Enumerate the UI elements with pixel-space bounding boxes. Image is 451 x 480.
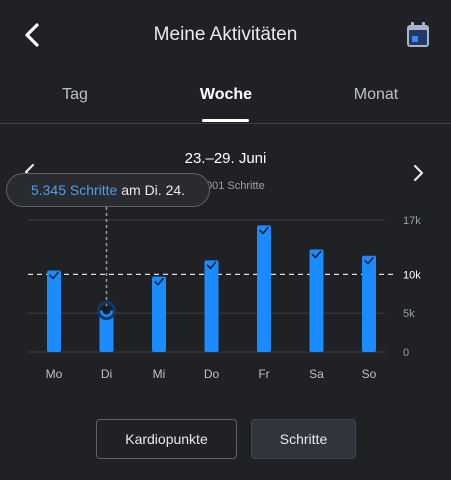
chevron-right-icon[interactable] [410, 163, 426, 183]
x-tick-label: Sa [309, 367, 324, 381]
active-tab-indicator [202, 119, 249, 122]
y-tick-label: 10k [403, 269, 421, 281]
x-tick-label: Mo [46, 367, 63, 381]
x-tick-label: So [362, 367, 377, 381]
kardiopunkte-button[interactable]: Kardiopunkte [96, 419, 237, 459]
goal-check-icon [206, 261, 217, 270]
bar-mi [152, 276, 166, 352]
week-range-title: 23.–29. Juni [184, 150, 267, 167]
x-tick-label: Do [204, 367, 220, 381]
bar-di [99, 310, 114, 352]
schritte-button[interactable]: Schritte [251, 419, 356, 459]
x-tick-label: Mi [153, 367, 166, 381]
goal-check-icon [311, 250, 322, 259]
back-arrow-icon[interactable] [18, 20, 48, 50]
goal-check-icon [364, 256, 374, 265]
bar-do [204, 260, 219, 352]
y-tick-label: 5k [403, 308, 415, 320]
tab-tag[interactable]: Tag [62, 86, 88, 103]
selected-day-tooltip: 5.345 Schritte am Di. 24. [6, 173, 210, 207]
bar-fr [257, 225, 271, 352]
period-tabs: Tag Woche Monat [0, 78, 451, 124]
y-tick-label: 17k [403, 215, 421, 227]
x-tick-label: Fr [258, 367, 269, 381]
bar-sa [309, 249, 324, 352]
tooltip-day-label: am Di. 24. [117, 182, 186, 198]
bar-mo [47, 270, 61, 352]
bar-so [362, 255, 376, 352]
calendar-icon[interactable] [406, 22, 430, 48]
week-total-steps: 001 Schritte [206, 180, 265, 192]
goal-check-icon [259, 226, 269, 235]
top-app-bar: Meine Aktivitäten [0, 0, 451, 70]
y-tick-label: 0 [403, 347, 409, 359]
tooltip-steps-value: 5.345 Schritte [30, 182, 118, 198]
page-title: Meine Aktivitäten [153, 24, 298, 45]
x-tick-label: Di [101, 367, 112, 381]
selected-point-ring [97, 300, 116, 320]
weekly-steps-chart: 0 5k 10k 17k Mo Di Mi Do Fr Sa So [28, 207, 421, 381]
tab-woche[interactable]: Woche [199, 86, 253, 103]
goal-check-icon [154, 277, 164, 286]
selected-point [102, 306, 111, 315]
goal-check-icon [49, 271, 59, 280]
tab-monat[interactable]: Monat [353, 86, 399, 103]
